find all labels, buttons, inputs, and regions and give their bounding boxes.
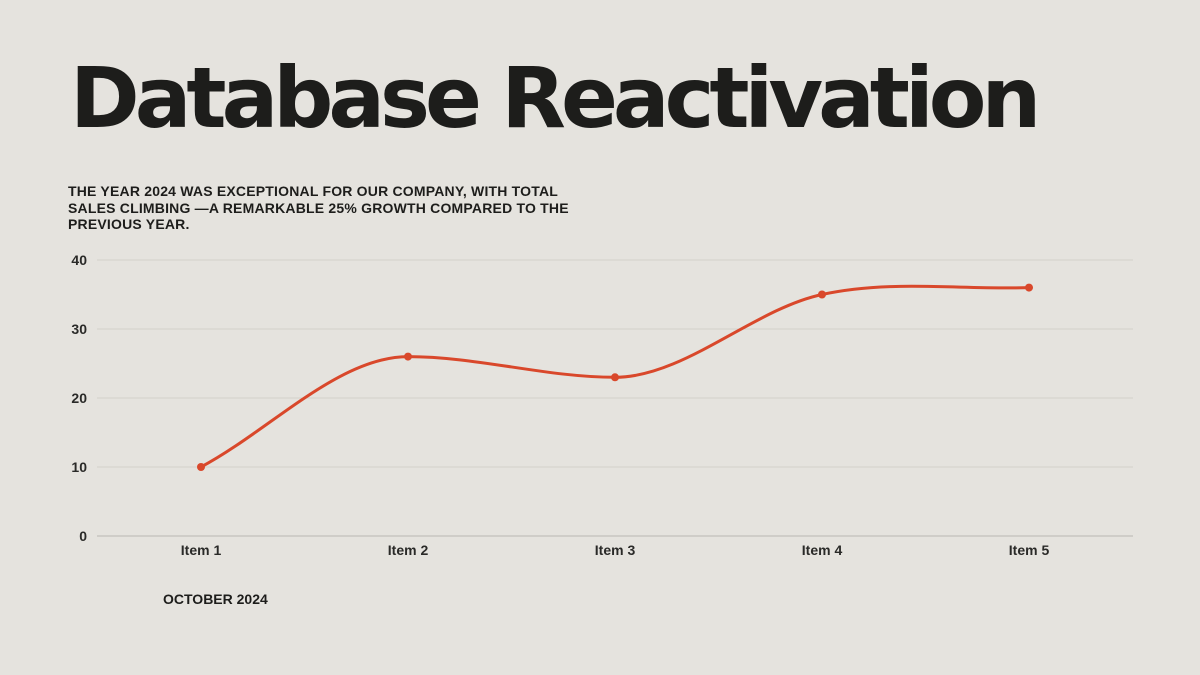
y-tick-label: 0 xyxy=(79,528,87,544)
y-tick-label: 30 xyxy=(71,321,87,337)
page-title: Database Reactivation xyxy=(70,49,1041,147)
x-axis-ticks: Item 1 Item 2 Item 3 Item 4 Item 5 xyxy=(181,542,1050,558)
x-tick-label: Item 4 xyxy=(802,542,843,558)
page-subtitle: THE YEAR 2024 WAS EXCEPTIONAL FOR OUR CO… xyxy=(68,183,569,232)
y-axis-ticks: 0 10 20 30 40 xyxy=(71,252,87,544)
series-layer xyxy=(197,283,1033,471)
y-tick-label: 10 xyxy=(71,459,87,475)
y-tick-label: 20 xyxy=(71,390,87,406)
data-point-item-1 xyxy=(197,463,205,471)
y-tick-label: 40 xyxy=(71,252,87,268)
data-point-item-2 xyxy=(404,352,412,361)
x-tick-label: Item 5 xyxy=(1009,542,1050,558)
x-tick-label: Item 1 xyxy=(181,542,222,558)
x-tick-label: Item 2 xyxy=(388,542,429,558)
x-tick-label: Item 3 xyxy=(595,542,636,558)
data-point-item-5 xyxy=(1025,283,1033,292)
gridlines xyxy=(97,259,1133,537)
data-point-item-4 xyxy=(818,290,826,299)
footer-date: OCTOBER 2024 xyxy=(163,591,268,607)
data-point-item-3 xyxy=(611,373,619,382)
